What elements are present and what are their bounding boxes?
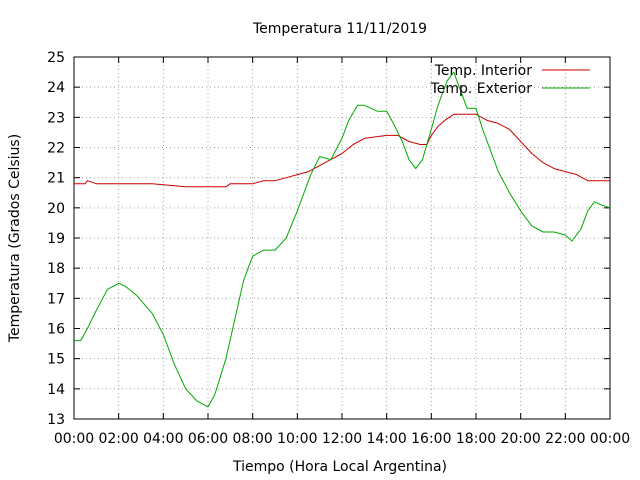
x-tick-label: 16:00 <box>411 431 451 447</box>
y-tick-label: 22 <box>47 141 65 157</box>
y-tick-label: 21 <box>47 171 65 187</box>
x-tick-label: 06:00 <box>188 431 228 447</box>
y-tick-label: 14 <box>47 382 65 398</box>
y-tick-label: 15 <box>47 352 65 368</box>
x-tick-label: 00:00 <box>54 431 94 447</box>
y-tick-label: 19 <box>47 231 65 247</box>
y-tick-label: 24 <box>47 80 65 96</box>
x-tick-label: 18:00 <box>456 431 496 447</box>
chart-title: Temperatura 11/11/2019 <box>252 21 427 37</box>
x-tick-label: 00:00 <box>590 431 630 447</box>
y-tick-label: 16 <box>47 322 65 338</box>
x-tick-label: 10:00 <box>277 431 317 447</box>
axis-ticks: 00:00 02:00 04:00 06:00 08:00 10:00 12:00 14:00… <box>47 50 630 447</box>
legend: Temp. Interior Temp. Exterior <box>430 63 590 97</box>
series-line-interior <box>74 113 610 188</box>
y-tick-label: 25 <box>47 50 65 66</box>
x-tick-label: 04:00 <box>143 431 183 447</box>
legend-label-interior: Temp. Interior <box>434 63 533 79</box>
y-tick-label: 17 <box>47 291 65 307</box>
x-tick-label: 02:00 <box>98 431 138 447</box>
legend-label-exterior: Temp. Exterior <box>430 81 533 97</box>
x-tick-label: 22:00 <box>545 431 585 447</box>
y-axis-label: Temperatura (Grados Celsius) <box>7 134 23 343</box>
x-tick-label: 14:00 <box>366 431 406 447</box>
y-tick-label: 18 <box>47 261 65 277</box>
x-tick-label: 08:00 <box>232 431 272 447</box>
grid <box>74 57 610 419</box>
y-tick-label: 20 <box>47 201 65 217</box>
x-axis-label: Tiempo (Hora Local Argentina) <box>232 459 447 475</box>
x-tick-label: 20:00 <box>500 431 540 447</box>
y-tick-label: 13 <box>47 412 65 428</box>
x-tick-label: 12:00 <box>322 431 362 447</box>
series-lines <box>74 71 611 408</box>
y-tick-label: 23 <box>47 110 65 126</box>
series-line-exterior <box>74 71 611 408</box>
